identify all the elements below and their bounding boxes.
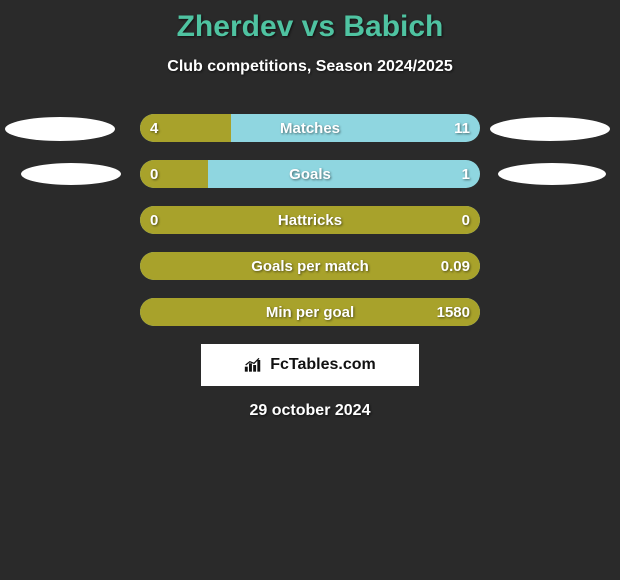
right-value: 1580 [437, 298, 470, 326]
comparison-card: Zherdev vs Babich Club competitions, Sea… [0, 0, 620, 420]
left-value: 4 [150, 114, 158, 142]
stat-row: Goals per match 0.09 [0, 252, 620, 280]
left-value: 0 [150, 160, 158, 188]
stat-bar: 0 Goals 1 [140, 160, 480, 188]
stat-bar: Min per goal 1580 [140, 298, 480, 326]
right-value: 1 [462, 160, 470, 188]
badge-text: FcTables.com [270, 356, 376, 374]
right-ellipse-icon [498, 163, 606, 185]
stat-bar: Goals per match 0.09 [140, 252, 480, 280]
stat-row: Min per goal 1580 [0, 298, 620, 326]
left-ellipse-icon [21, 163, 121, 185]
page-title: Zherdev vs Babich [0, 10, 620, 44]
right-value: 0 [462, 206, 470, 234]
date-text: 29 october 2024 [0, 402, 620, 420]
subtitle: Club competitions, Season 2024/2025 [0, 58, 620, 76]
right-ellipse-icon [490, 117, 610, 141]
bar-left-fill [140, 252, 480, 280]
left-ellipse-icon [5, 117, 115, 141]
stat-row: 0 Goals 1 [0, 160, 620, 188]
source-badge[interactable]: FcTables.com [201, 344, 419, 386]
right-value: 11 [454, 114, 470, 142]
stat-bar: 4 Matches 11 [140, 114, 480, 142]
chart-icon [244, 357, 264, 373]
right-value: 0.09 [441, 252, 470, 280]
stat-bar: 0 Hattricks 0 [140, 206, 480, 234]
bar-left-fill [140, 206, 480, 234]
stat-row: 4 Matches 11 [0, 114, 620, 142]
stat-row: 0 Hattricks 0 [0, 206, 620, 234]
bar-left-fill [140, 298, 480, 326]
stat-rows: 4 Matches 11 0 Goals 1 0 Hatt [0, 114, 620, 326]
left-value: 0 [150, 206, 158, 234]
